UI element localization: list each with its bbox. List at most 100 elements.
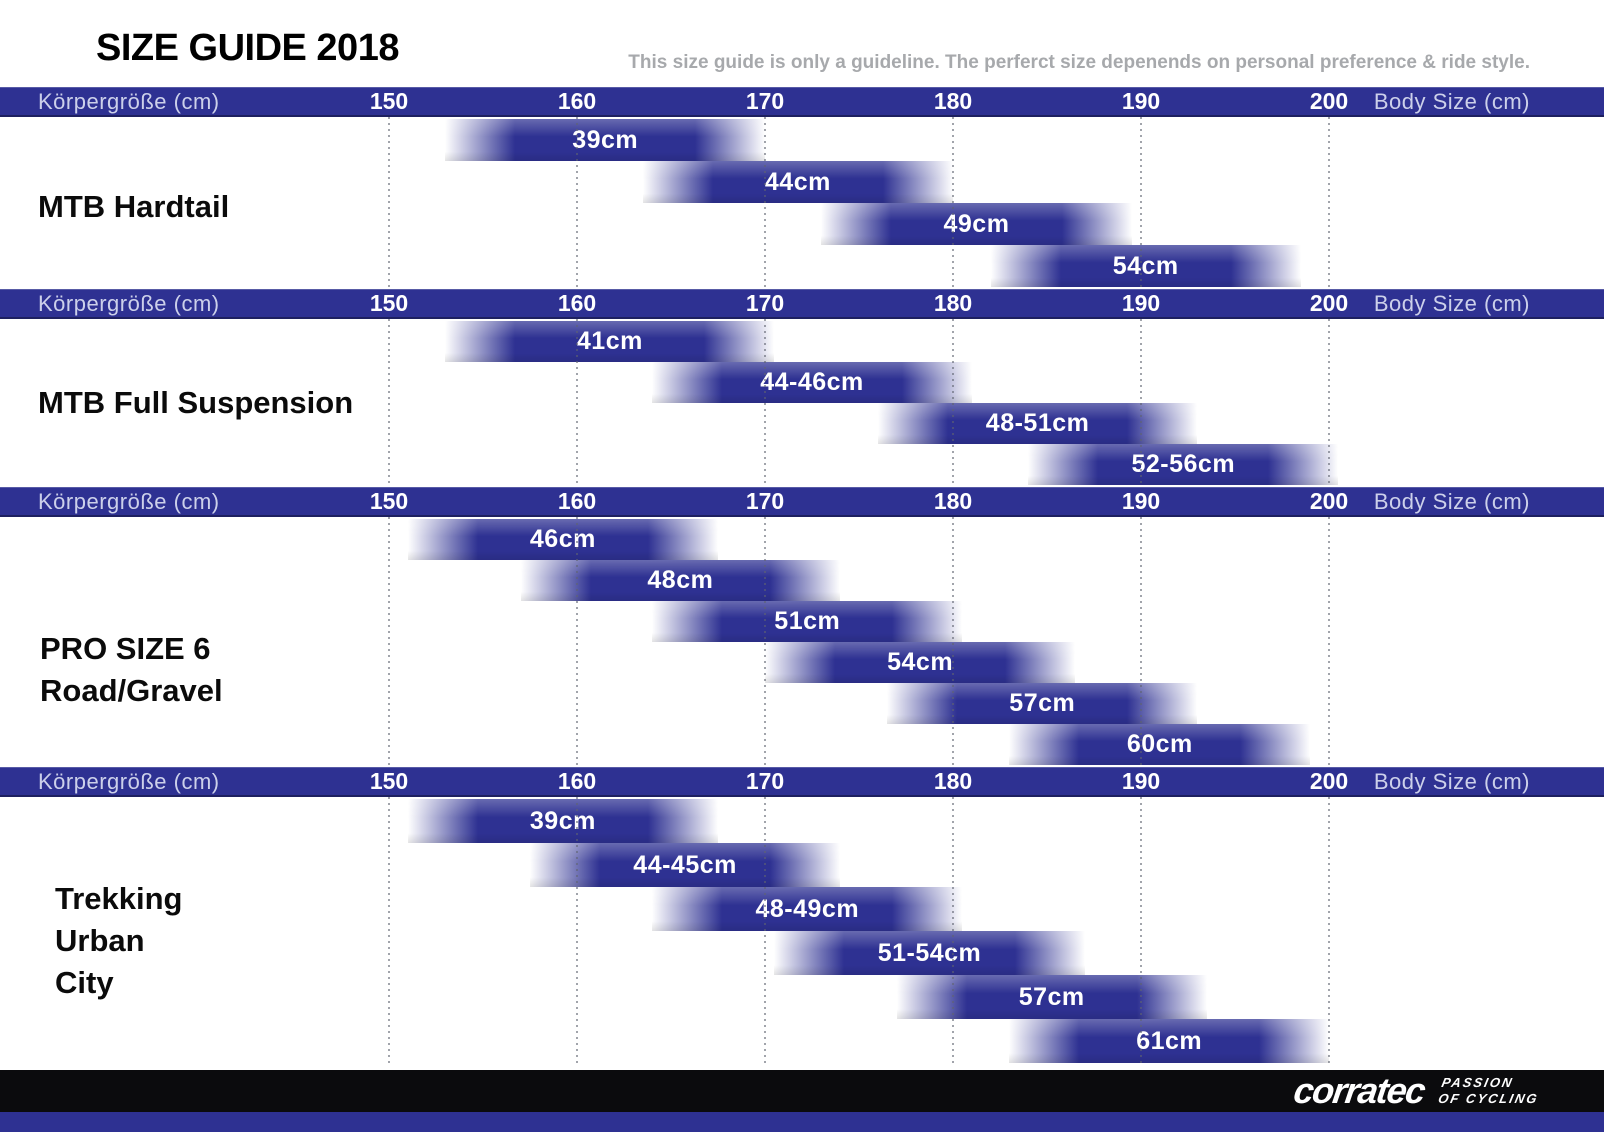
tick-label: 150: [369, 290, 409, 316]
tick-label: 160: [557, 290, 597, 316]
bar-label: 61cm: [1136, 1026, 1203, 1055]
tick-label: 190: [1121, 768, 1161, 794]
size-bar: 46cm: [407, 519, 718, 560]
korpergrosse-label: Körpergröße (cm): [38, 89, 220, 114]
bar-label: 51-54cm: [877, 938, 982, 967]
gridline-dotted: [576, 517, 578, 765]
bar-label: 60cm: [1126, 730, 1193, 758]
gridline-dotted: [576, 117, 578, 287]
corratec-logo: corratec: [1290, 1070, 1427, 1111]
gridline-dotted: [952, 797, 954, 1063]
gridline-dotted: [388, 797, 390, 1063]
tick-label: 190: [1121, 290, 1161, 316]
bar-label: 39cm: [572, 125, 639, 154]
size-bar: 48cm: [520, 560, 841, 601]
tick-label: 200: [1309, 290, 1349, 316]
korpergrosse-label: Körpergröße (cm): [38, 291, 220, 316]
bar-label: 46cm: [529, 525, 596, 553]
size-header-bar: Körpergröße (cm) 150 160 170 180 190 200 Body S…: [0, 767, 1604, 797]
gridline-dotted: [1140, 517, 1142, 765]
tick-label: 170: [745, 88, 785, 114]
brand-tagline: PASSION OF CYCLING: [1436, 1075, 1543, 1108]
bar-label: 54cm: [1112, 251, 1179, 280]
section-title: MTB Full Suspension: [38, 382, 353, 424]
bar-label: 48-49cm: [755, 894, 860, 923]
gridline-dotted: [952, 517, 954, 765]
size-bar: 61cm: [1009, 1019, 1329, 1063]
bar-label: 57cm: [1018, 982, 1085, 1011]
tick-label: 160: [557, 768, 597, 794]
section-title: PRO SIZE 6 Road/Gravel: [40, 628, 223, 712]
gridline-dotted: [1328, 117, 1330, 287]
size-bar: 51-54cm: [774, 931, 1085, 975]
gridline-dotted: [1140, 319, 1142, 485]
size-header-bar: Körpergröße (cm) 150 160 170 180 190 200 Body S…: [0, 487, 1604, 517]
tick-label: 160: [557, 88, 597, 114]
gridline-dotted: [1328, 797, 1330, 1063]
bar-label: 41cm: [576, 327, 643, 355]
tick-label: 190: [1121, 88, 1161, 114]
gridline-dotted: [576, 319, 578, 485]
korpergrosse-label: Körpergröße (cm): [38, 769, 220, 794]
gridline-dotted: [576, 797, 578, 1063]
bar-label: 48cm: [647, 566, 714, 594]
gridline-dotted: [952, 117, 954, 287]
gridline-dotted: [764, 797, 766, 1063]
brand-row: corratec PASSION OF CYCLING: [1290, 1070, 1543, 1112]
gridline-dotted: [764, 319, 766, 485]
bar-label: 44-46cm: [760, 368, 864, 396]
size-bar: 41cm: [445, 321, 775, 362]
size-bar: 48-49cm: [652, 887, 963, 931]
size-bar: 44-45cm: [530, 843, 841, 887]
gridline-dotted: [388, 117, 390, 287]
tick-label: 160: [557, 488, 597, 514]
section-title-line: MTB Hardtail: [38, 189, 230, 224]
size-bar: 57cm: [896, 975, 1207, 1019]
footer-bar: corratec PASSION OF CYCLING: [0, 1070, 1604, 1112]
tick-label: 150: [369, 88, 409, 114]
bar-label: 52-56cm: [1131, 450, 1236, 478]
gridline-dotted: [388, 319, 390, 485]
tick-label: 190: [1121, 488, 1161, 514]
page-title: SIZE GUIDE 2018: [96, 27, 399, 69]
size-bar: 54cm: [765, 642, 1076, 683]
tick-label: 170: [745, 290, 785, 316]
bar-label: 49cm: [943, 209, 1010, 238]
tick-label: 200: [1309, 488, 1349, 514]
body-size-label: Body Size (cm): [1373, 489, 1530, 514]
bar-label: 39cm: [529, 806, 596, 835]
size-bar: 49cm: [821, 203, 1132, 245]
section-title-line: City: [55, 965, 114, 1000]
section-title: MTB Hardtail: [38, 186, 229, 228]
size-header-bar: Körpergröße (cm) 150 160 170 180 190 200 Body S…: [0, 289, 1604, 319]
tagline-line: OF CYCLING: [1436, 1091, 1540, 1106]
gridline-dotted: [1328, 517, 1330, 765]
body-size-label: Body Size (cm): [1373, 89, 1530, 114]
size-bar: 52-56cm: [1028, 444, 1339, 485]
tick-label: 180: [933, 488, 973, 514]
gridline-dotted: [764, 517, 766, 765]
page-subtitle: This size guide is only a guideline. The…: [628, 52, 1530, 73]
bottom-accent-bar: [0, 1112, 1604, 1132]
size-bar: 39cm: [407, 799, 718, 843]
tick-label: 170: [745, 768, 785, 794]
tick-label: 200: [1309, 768, 1349, 794]
size-bar: 44-46cm: [652, 362, 972, 403]
tagline-line: PASSION: [1440, 1074, 1515, 1090]
tick-label: 170: [745, 488, 785, 514]
gridline-dotted: [1140, 117, 1142, 287]
section-title-line: Urban: [55, 923, 145, 958]
size-bar: 48-51cm: [877, 403, 1198, 444]
section-title-line: MTB Full Suspension: [38, 385, 354, 420]
bar-label: 44-45cm: [633, 850, 737, 879]
body-size-label: Body Size (cm): [1373, 769, 1530, 794]
bar-label: 57cm: [1009, 689, 1076, 717]
bar-label: 51cm: [774, 607, 841, 635]
gridline-dotted: [1140, 797, 1142, 1063]
bar-label: 44cm: [764, 167, 831, 196]
section-title-line: PRO SIZE 6: [40, 631, 211, 666]
size-bar: 51cm: [652, 601, 963, 642]
gridline-dotted: [388, 517, 390, 765]
size-bar: 54cm: [990, 245, 1301, 287]
